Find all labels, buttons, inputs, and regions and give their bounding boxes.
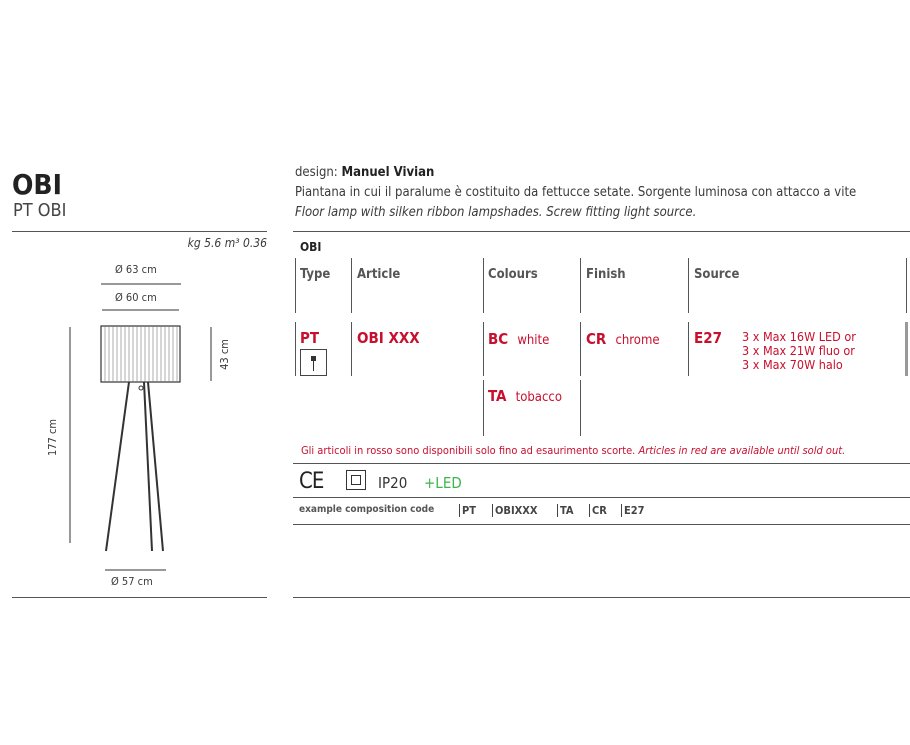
dim-height: 177 cm [46,418,60,457]
ce-mark-icon: CE [299,469,324,494]
floor-lamp-type-icon [300,349,327,376]
switch [138,385,144,391]
designer-name: Manuel Vivian [341,165,435,180]
table-title: OBI [300,240,322,254]
colour-tobacco: TA tobacco [488,387,562,405]
ip-rating: IP20 [378,474,408,492]
product-name: OBI [12,168,62,201]
product-code: PT OBI [13,200,67,221]
divider [293,231,910,232]
composition-part: TA [557,504,574,517]
tripod-legs [105,381,164,552]
dim-shade-diameter: Ø 60 cm [115,291,157,304]
availability-note: Gli articoli in rosso sono disponibili s… [301,444,846,457]
source-description: 3 x Max 16W LED or 3 x Max 21W fluo or 3… [742,329,856,372]
led-badge: +LED [424,474,462,492]
class-ii-insulation-icon [346,470,366,490]
lampshade [100,325,181,383]
header-source: Source [694,267,740,282]
design-credit: design: Manuel Vivian [295,165,435,180]
dim-outer-diameter: Ø 63 cm [115,263,157,276]
composition-part: CR [589,504,607,517]
type-code: PT [300,329,320,347]
description-en: Floor lamp with silken ribbon lampshades… [295,205,697,220]
colour-white: BC white [488,330,550,348]
lamp-drawing [69,283,212,571]
composition-part: PT [459,504,476,517]
composition-part: OBIXXX [492,504,538,517]
source-code: E27 [694,329,723,347]
composition-label: example composition code [299,504,435,515]
weight-volume: kg 5.6 m³ 0.36 [187,236,267,250]
description-it: Piantana in cui il paralume è costituito… [295,185,857,200]
composition-part: E27 [621,504,645,517]
header-finish: Finish [586,267,626,282]
divider [12,597,267,598]
header-article: Article [357,267,401,282]
dim-base-diameter: Ø 57 cm [111,575,153,588]
finish-chrome: CR chrome [586,330,660,348]
header-colours: Colours [488,267,538,282]
header-type: Type [300,267,331,282]
article-code: OBI XXX [357,329,420,347]
divider [12,231,267,232]
dim-shade-height: 43 cm [217,339,231,370]
